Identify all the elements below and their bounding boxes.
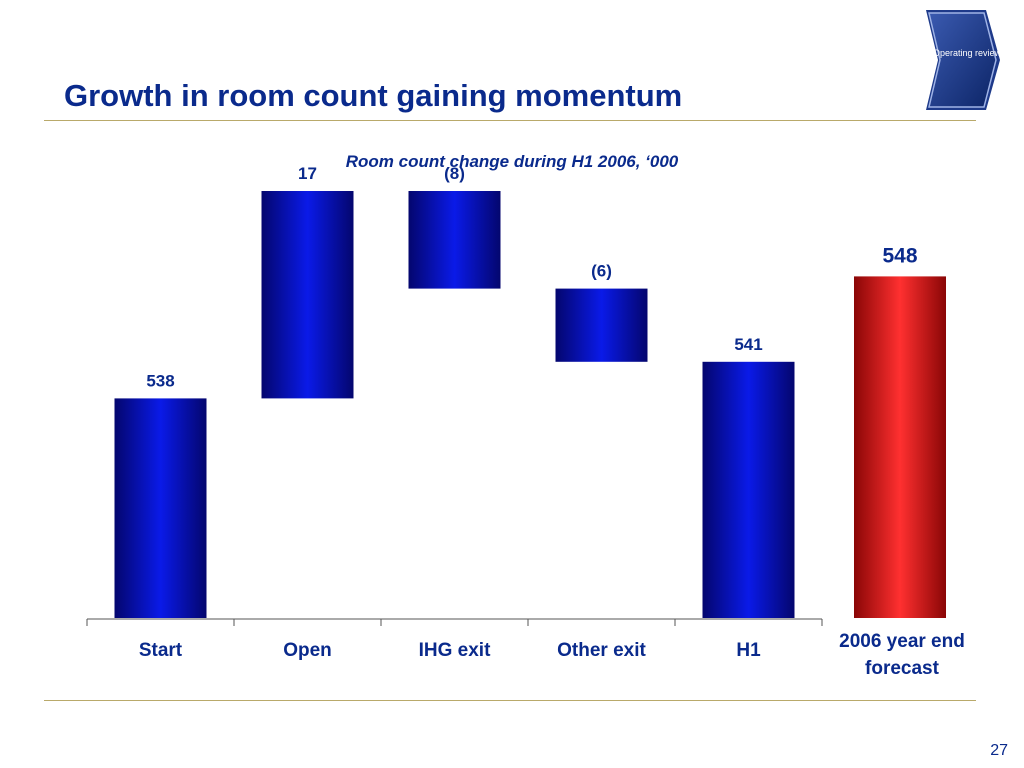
bar-ihg-exit (408, 191, 501, 289)
bar-open (261, 191, 354, 399)
bar-other-exit (555, 288, 648, 362)
category-label-open: Open (283, 640, 332, 661)
category-label-ihg-exit: IHG exit (419, 640, 491, 661)
chart-subtitle: Room count change during H1 2006, ‘000 (345, 152, 679, 171)
title-divider (44, 120, 976, 121)
value-label-2006-year-end-forecast: 548 (882, 244, 917, 267)
value-label-open: 17 (298, 164, 317, 183)
section-badge-shape (926, 10, 1000, 110)
value-label-ihg-exit: (8) (444, 164, 465, 183)
value-label-h1: 541 (734, 335, 762, 354)
footer-divider (44, 700, 976, 701)
category-label-start: Start (139, 640, 183, 661)
value-label-start: 538 (146, 371, 174, 390)
waterfall-chart: 538 17 (8) (6) 541 548 Start Open IHG exit Other… (86, 164, 965, 679)
bar-start (114, 398, 207, 618)
section-badge-label: Operating review (932, 48, 1002, 58)
category-label-other-exit: Other exit (557, 640, 646, 661)
category-label-2006-year-end-forecast: 2006 year end forecast (839, 631, 965, 679)
page-number: 27 (990, 742, 1008, 759)
value-label-other-exit: (6) (591, 262, 612, 281)
slide-title: Growth in room count gaining momentum (64, 78, 683, 113)
bar-h1 (702, 361, 795, 618)
category-label-h1: H1 (736, 640, 761, 661)
bar-2006-year-end-forecast (854, 276, 946, 618)
